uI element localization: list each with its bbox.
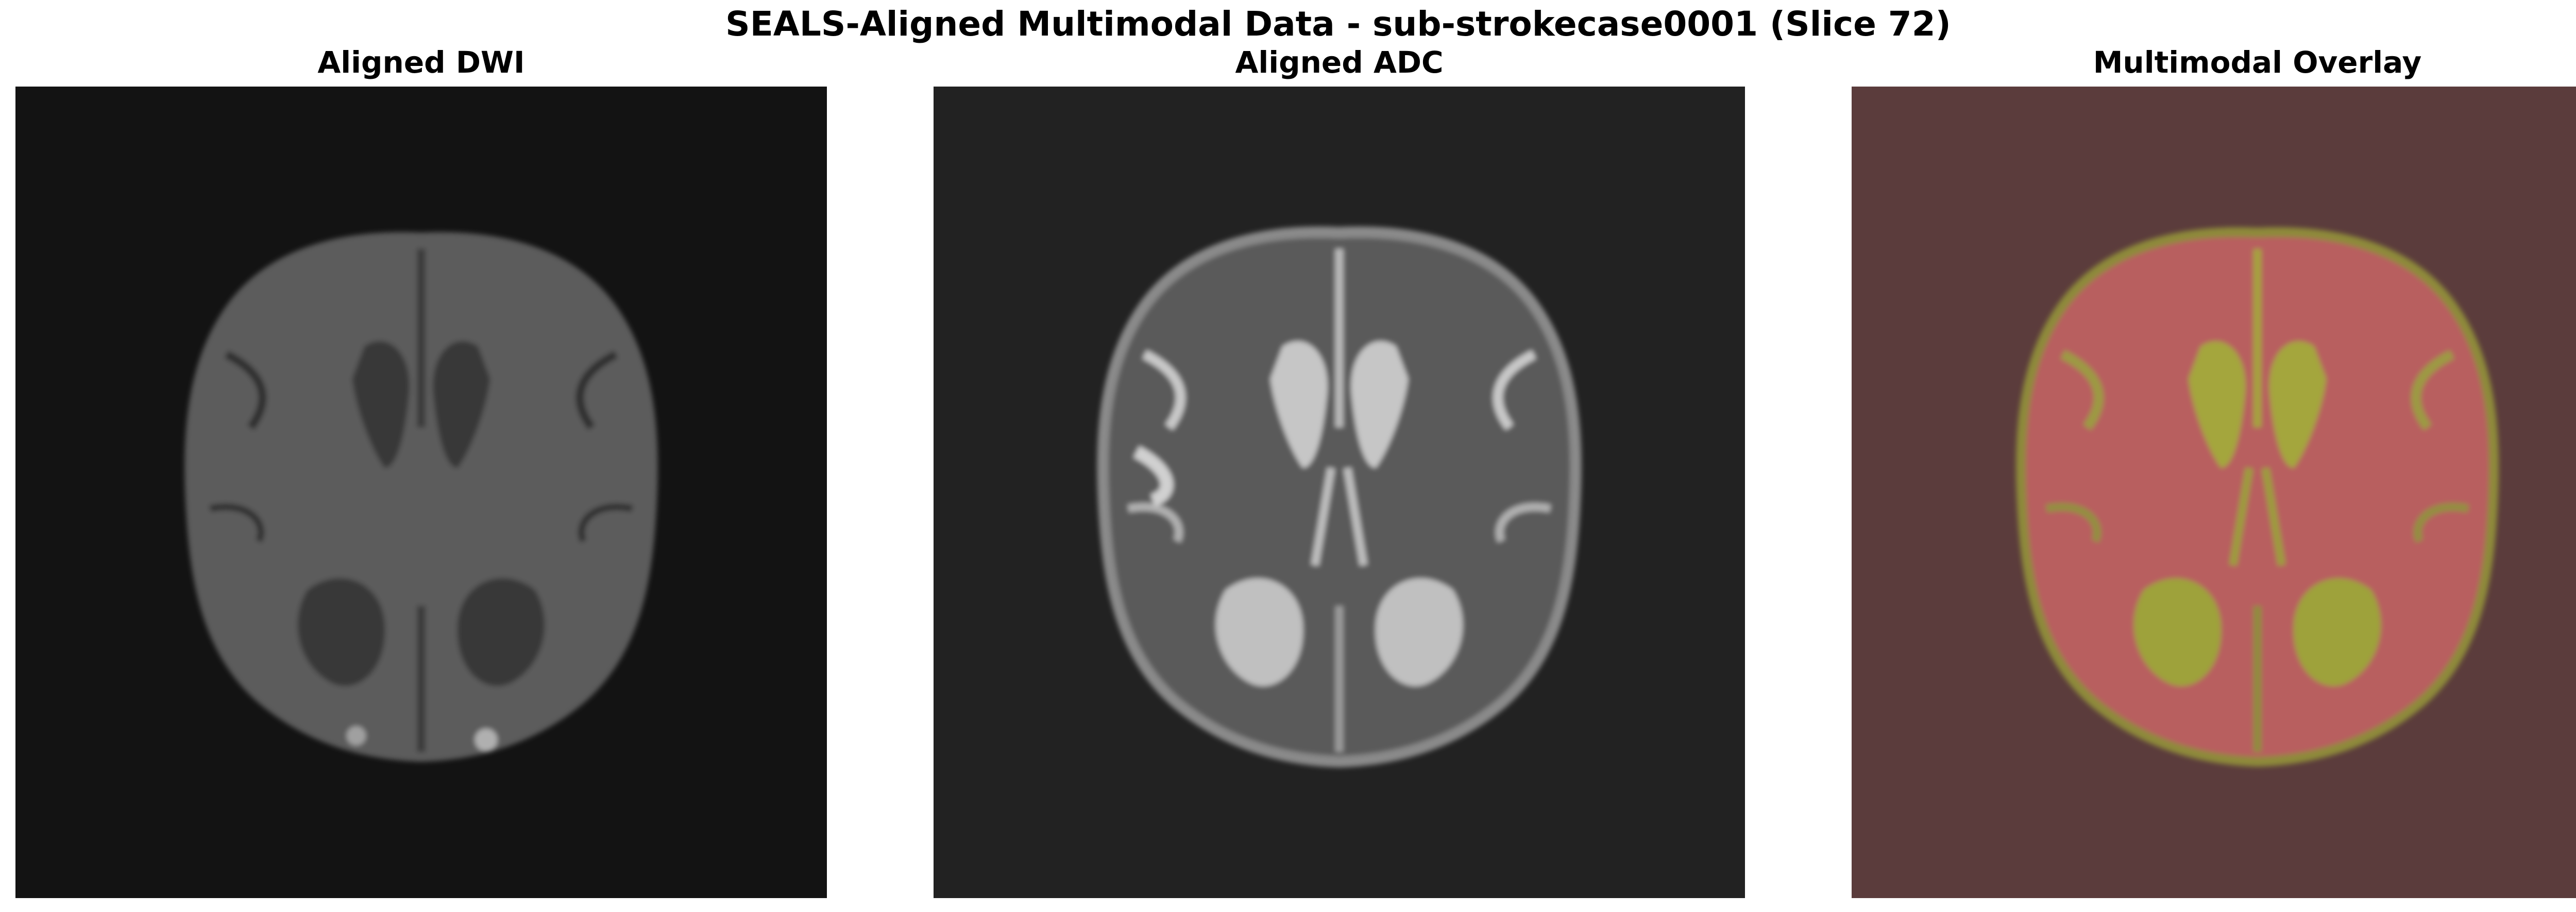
panel-title-adc: Aligned ADC: [1235, 45, 1444, 80]
panel-title-dwi: Aligned DWI: [317, 45, 525, 80]
brain-slice-dwi: [184, 232, 658, 762]
panel-title-overlay: Multimodal Overlay: [2093, 45, 2422, 80]
brain-slice-adc: [1097, 226, 1582, 768]
image-dwi: [15, 87, 827, 898]
image-overlay: [1852, 87, 2576, 898]
brain-slice-overlay: [2015, 227, 2499, 767]
image-adc: [934, 87, 1745, 898]
figure-title: SEALS-Aligned Multimodal Data - sub-stro…: [725, 4, 1951, 44]
